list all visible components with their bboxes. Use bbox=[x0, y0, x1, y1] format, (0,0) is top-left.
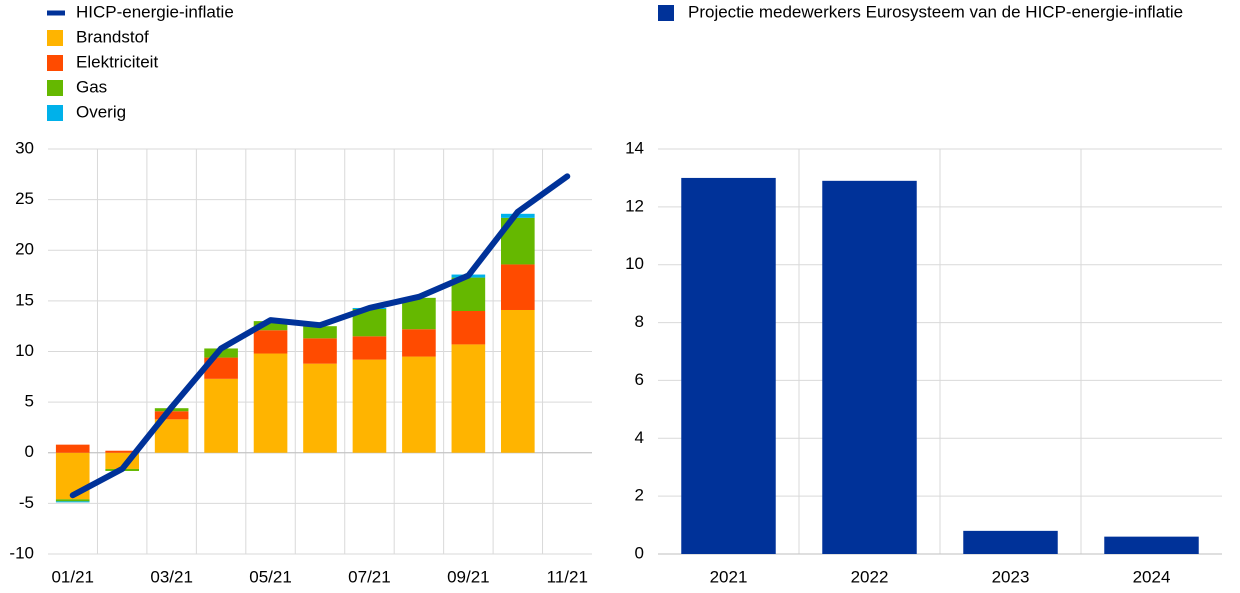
bar bbox=[303, 338, 337, 364]
legend-swatch bbox=[47, 55, 63, 71]
bar bbox=[963, 530, 1058, 554]
y-tick-label: 20 bbox=[15, 240, 34, 259]
bar bbox=[55, 444, 90, 453]
y-tick-label: 10 bbox=[15, 341, 34, 360]
bar bbox=[253, 330, 288, 354]
legend-swatch bbox=[47, 105, 63, 121]
bar bbox=[501, 309, 535, 453]
bar bbox=[105, 450, 139, 453]
bar bbox=[402, 356, 436, 453]
y-tick-label: 15 bbox=[15, 290, 34, 309]
bar bbox=[253, 353, 288, 453]
bar bbox=[55, 501, 90, 503]
legend-label: Projectie medewerkers Eurosysteem van de… bbox=[688, 2, 1183, 21]
y-tick-label: 10 bbox=[625, 254, 644, 273]
y-tick-label: 8 bbox=[635, 312, 644, 331]
bar bbox=[822, 180, 917, 555]
legend-swatch bbox=[47, 30, 63, 46]
legend-swatch bbox=[658, 5, 674, 21]
bar bbox=[303, 363, 337, 453]
legend-swatch bbox=[47, 80, 63, 96]
bar bbox=[451, 344, 486, 453]
legend-label: Elektriciteit bbox=[76, 52, 158, 71]
legend-label: Gas bbox=[76, 77, 107, 96]
y-tick-label: 6 bbox=[635, 370, 644, 389]
bar bbox=[402, 329, 436, 357]
y-tick-label: 14 bbox=[625, 138, 644, 157]
bar bbox=[55, 499, 90, 502]
bar bbox=[451, 311, 486, 345]
x-tick-label: 2024 bbox=[1133, 567, 1171, 586]
legend-label: HICP-energie-inflatie bbox=[76, 2, 234, 21]
legend-label: Brandstof bbox=[76, 27, 149, 46]
y-tick-label: 5 bbox=[25, 392, 34, 411]
bar bbox=[352, 336, 387, 360]
legend-label: Overig bbox=[76, 102, 126, 121]
y-tick-label: 25 bbox=[15, 189, 34, 208]
bar bbox=[402, 297, 436, 330]
y-tick-label: 30 bbox=[15, 138, 34, 157]
x-tick-label: 2022 bbox=[851, 567, 889, 586]
bar bbox=[352, 359, 387, 453]
y-tick-label: -5 bbox=[19, 493, 34, 512]
x-tick-label: 09/21 bbox=[447, 567, 490, 586]
x-tick-label: 01/21 bbox=[51, 567, 94, 586]
x-tick-label: 05/21 bbox=[249, 567, 292, 586]
bar bbox=[681, 177, 776, 554]
x-tick-label: 2023 bbox=[992, 567, 1030, 586]
x-tick-label: 11/21 bbox=[547, 567, 588, 586]
y-tick-label: 0 bbox=[25, 442, 34, 461]
bar bbox=[1104, 536, 1199, 554]
y-tick-label: -10 bbox=[9, 543, 34, 562]
y-tick-label: 0 bbox=[635, 543, 644, 562]
bar bbox=[303, 326, 337, 339]
line bbox=[69, 173, 571, 499]
bar bbox=[154, 411, 189, 420]
y-tick-label: 4 bbox=[635, 428, 644, 447]
x-tick-label: 07/21 bbox=[348, 567, 391, 586]
bar bbox=[501, 264, 535, 310]
bar bbox=[204, 378, 238, 453]
y-tick-label: 12 bbox=[625, 196, 644, 215]
y-tick-label: 2 bbox=[635, 486, 644, 505]
x-tick-label: 03/21 bbox=[150, 567, 193, 586]
x-tick-label: 2021 bbox=[710, 567, 748, 586]
bar bbox=[253, 321, 288, 331]
